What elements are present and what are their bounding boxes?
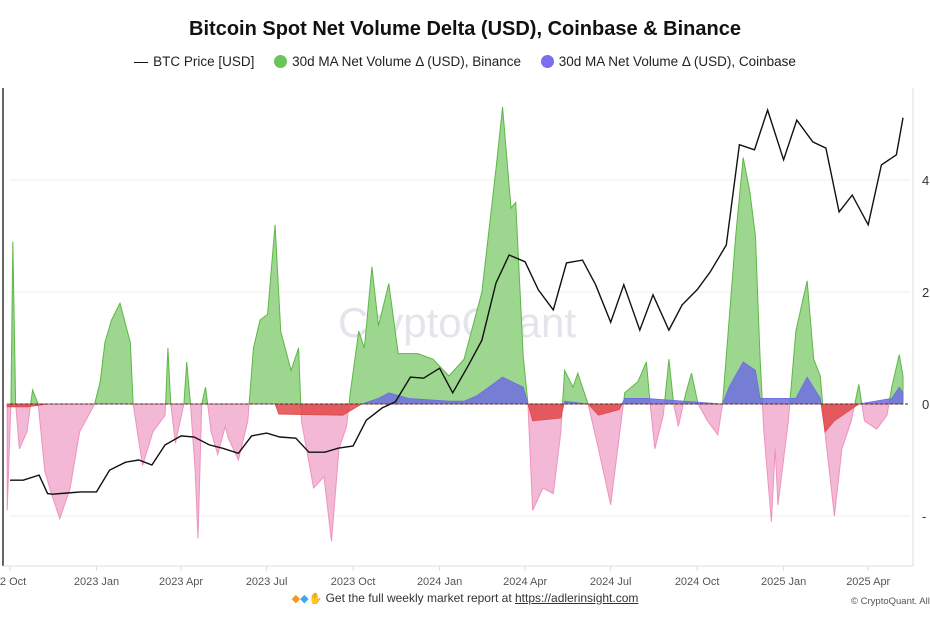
legend: BTC Price [USD] 30d MA Net Volume Δ (USD… xyxy=(0,53,930,69)
legend-item-price[interactable]: BTC Price [USD] xyxy=(134,54,254,69)
purple-dot-icon xyxy=(540,54,554,68)
legend-label: 30d MA Net Volume Δ (USD), Binance xyxy=(292,53,521,69)
x-tick-label: 2023 Jan xyxy=(74,576,119,588)
green-dot-icon xyxy=(274,54,288,68)
y-tick-label: 4 xyxy=(922,173,929,188)
blue-diamond-icon: ◆ xyxy=(300,593,309,605)
x-tick-label: 2024 Apr xyxy=(503,576,547,588)
binance-positive-area xyxy=(7,107,904,405)
legend-item-coinbase[interactable]: 30d MA Net Volume Δ (USD), Coinbase xyxy=(540,53,796,69)
x-tick-label: 2023 Jul xyxy=(246,576,288,588)
legend-label: BTC Price [USD] xyxy=(153,53,255,69)
x-tick-label: 2025 Apr xyxy=(846,576,890,588)
y-tick-label: - xyxy=(922,509,926,524)
y-axis-ticks: 4 2 0 - xyxy=(922,173,929,524)
price-series xyxy=(10,107,904,495)
footer-link[interactable]: https://adlerinsight.com xyxy=(515,591,639,605)
binance-negative-area xyxy=(6,403,903,542)
x-axis-ticks: 22 Oct 2023 Jan 2023 Apr 2023 Jul 2023 Oct 20… xyxy=(0,566,891,588)
chart-title: Bitcoin Spot Net Volume Delta (USD), Coi… xyxy=(189,18,741,40)
x-tick-label: 2024 Jan xyxy=(417,576,462,588)
footer: ◆◆✋ Get the full weekly market report at… xyxy=(0,591,930,605)
orange-diamond-icon: ◆ xyxy=(291,593,301,605)
btc-price-line xyxy=(10,107,904,495)
legend-item-binance[interactable]: 30d MA Net Volume Δ (USD), Binance xyxy=(274,54,521,69)
grid-lines xyxy=(10,179,910,517)
y-tick-label: 2 xyxy=(922,285,929,300)
x-tick-label: 2025 Jan xyxy=(761,576,806,588)
x-tick-label: 2024 Oct xyxy=(675,576,720,588)
x-tick-label: 2024 Jul xyxy=(590,576,632,588)
x-tick-label: 22 Oct xyxy=(0,576,26,588)
line-swatch-icon xyxy=(134,61,149,63)
y-tick-label: 0 xyxy=(922,397,929,412)
raised-hands-icon: ✋ xyxy=(308,593,323,605)
x-tick-label: 2023 Oct xyxy=(331,576,376,588)
footer-text: Get the full weekly market report at xyxy=(325,591,512,605)
copyright: © CryptoQuant. All xyxy=(851,596,930,607)
legend-label: 30d MA Net Volume Δ (USD), Coinbase xyxy=(558,53,796,69)
x-tick-label: 2023 Apr xyxy=(159,576,203,588)
